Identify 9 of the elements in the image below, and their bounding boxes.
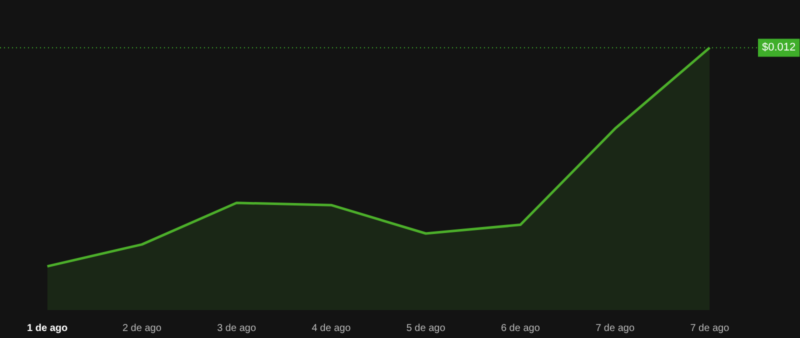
x-tick-label: 5 de ago <box>406 322 446 334</box>
x-tick-label: 3 de ago <box>217 322 256 334</box>
x-tick-label: 2 de ago <box>122 322 162 334</box>
x-tick-label: 1 de ago <box>27 322 68 334</box>
x-tick-label: 4 de ago <box>312 322 352 334</box>
text: $0.012 <box>762 42 796 54</box>
x-tick-label: 7 de ago <box>690 322 730 334</box>
x-tick-label: 6 de ago <box>500 322 540 334</box>
x-tick-label: 7 de ago <box>596 322 635 334</box>
